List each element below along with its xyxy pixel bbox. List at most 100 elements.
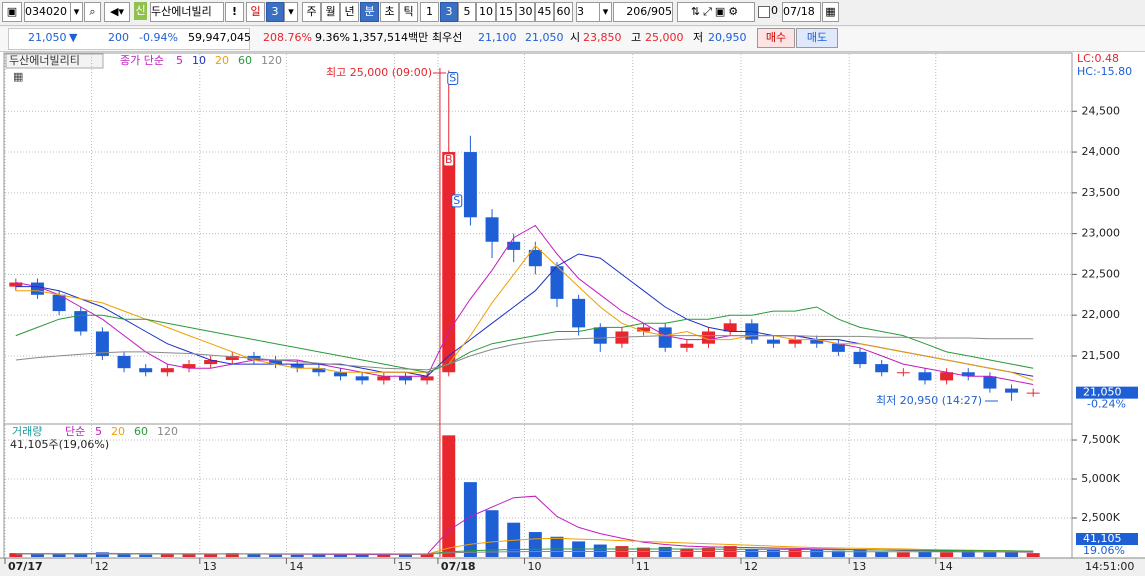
- legend-entry: 60: [134, 425, 148, 438]
- candle-body: [269, 360, 283, 365]
- volume-bar: [961, 550, 975, 557]
- volume-last-box: [1076, 533, 1138, 545]
- unit-btn[interactable]: 년: [340, 2, 359, 22]
- candle-body: [961, 372, 975, 377]
- candle-body: [810, 339, 824, 344]
- y-tick-label: 21,500: [1082, 349, 1121, 362]
- dropdown[interactable]: ▾: [70, 2, 83, 22]
- alert-btn[interactable]: !: [225, 2, 244, 22]
- dropdown[interactable]: ▾: [284, 2, 298, 22]
- calendar[interactable]: ▦: [822, 2, 839, 22]
- volume-bar: [52, 554, 66, 557]
- badge: 신: [134, 2, 147, 20]
- dropdown[interactable]: ▾: [599, 2, 612, 22]
- candle-body: [507, 241, 521, 250]
- unit-btn[interactable]: 초: [380, 2, 399, 22]
- unit-btn[interactable]: 주: [302, 2, 321, 22]
- candle-body: [766, 339, 780, 344]
- amount: 1,357,514백만: [352, 31, 429, 44]
- stock-name[interactable]: 두산에너빌리: [150, 2, 224, 22]
- date-input[interactable]: 07/18: [782, 2, 821, 22]
- volume-bar: [398, 554, 412, 557]
- unit-btn[interactable]: 월: [321, 2, 340, 22]
- ma-line: [15, 224, 1034, 385]
- annotation: 최저 20,950 (14:27): [876, 394, 982, 407]
- table-icon[interactable]: ▦: [13, 70, 23, 83]
- buy-btn[interactable]: 매수: [757, 28, 795, 48]
- count-input[interactable]: 3: [576, 2, 600, 22]
- candle-body: [463, 152, 477, 218]
- candle-body: [139, 368, 153, 373]
- legend-entry: 20: [215, 54, 229, 67]
- hc: HC:-15.80: [1077, 65, 1132, 78]
- candle-body: [398, 376, 412, 381]
- unit-btn[interactable]: 틱: [399, 2, 418, 22]
- search[interactable]: ⌕: [84, 2, 101, 22]
- candle-body: [875, 364, 889, 373]
- checkbox[interactable]: [758, 6, 770, 18]
- minute-btn[interactable]: 15: [496, 2, 516, 22]
- volume-bar: [766, 549, 780, 557]
- ask: 21,100: [478, 31, 517, 44]
- volume-bar: [225, 553, 239, 557]
- volume-bar: [485, 510, 499, 557]
- y-tick-label: 5,000K: [1081, 472, 1120, 485]
- volume-ratio: 208.76%: [263, 31, 312, 44]
- x-tick-label: 12: [95, 560, 109, 573]
- x-tick-label: 14: [289, 560, 303, 573]
- volume-bar: [334, 554, 348, 557]
- x-tick-label: 07/18: [441, 560, 476, 573]
- price: 21,050: [28, 31, 67, 44]
- volume-bar: [355, 554, 369, 557]
- volume-bar: [312, 554, 326, 557]
- sound[interactable]: ◀▾: [104, 2, 130, 22]
- volume-bar: [702, 547, 715, 557]
- minute-btn[interactable]: 1: [420, 2, 439, 22]
- quote-box: [8, 28, 250, 50]
- candle-body: [420, 376, 434, 381]
- chart: 두산에너빌리티 종가 단순 거래량 단순 41,105주(19,06%) LC:…: [0, 52, 1145, 576]
- volume-bar: [269, 554, 283, 557]
- quote-bar: 21,050 ▼ 200 -0.94% 59,947,045 208.76% 9…: [0, 27, 1145, 52]
- x-tick-label: 07/17: [8, 560, 43, 573]
- volume-bar: [810, 549, 824, 557]
- tool-icons[interactable]: ⇅⤢▣⚙: [677, 2, 755, 22]
- x-tick-label: 13: [203, 560, 217, 573]
- volume-bar: [1005, 552, 1019, 557]
- signal-label: S: [449, 71, 456, 84]
- sell-btn[interactable]: 매도: [796, 28, 838, 48]
- period-btn[interactable]: 일: [246, 2, 265, 22]
- last-price-box: [1076, 386, 1138, 399]
- ma-line: [15, 551, 1034, 555]
- candle-body: [918, 372, 932, 381]
- candle-body: [117, 355, 131, 369]
- legend-entry: 120: [157, 425, 178, 438]
- ma-line: [15, 306, 1034, 373]
- time-axis-bg: [0, 558, 1145, 576]
- y-tick-label: 2,500K: [1081, 511, 1120, 524]
- code-input[interactable]: 034020: [24, 2, 72, 22]
- volume-bar: [875, 551, 889, 557]
- volume-bar: [528, 532, 542, 557]
- high-label: 고: [631, 31, 642, 44]
- period-n[interactable]: 3: [266, 2, 284, 22]
- minute-btn[interactable]: 3: [440, 2, 458, 22]
- best-label: 최우선: [432, 31, 463, 44]
- candle-body: [680, 343, 694, 348]
- turnover: 9.36%: [315, 31, 350, 44]
- unit-btn[interactable]: 분: [360, 2, 379, 22]
- volume-bar: [204, 553, 218, 557]
- menu-icon[interactable]: ▣: [2, 2, 22, 22]
- signal-label: S: [453, 194, 460, 207]
- volume-bar: [745, 549, 759, 557]
- minute-btn[interactable]: 5: [458, 2, 476, 22]
- candle-body: [182, 364, 196, 369]
- lc: LC:0.48: [1077, 52, 1119, 65]
- minute-btn[interactable]: 10: [476, 2, 496, 22]
- y-tick-label: 22,500: [1082, 267, 1121, 280]
- x-tick-label: 14: [939, 560, 953, 573]
- minute-btn[interactable]: 30: [516, 2, 535, 22]
- minute-btn[interactable]: 45: [535, 2, 554, 22]
- minute-btn[interactable]: 60: [554, 2, 573, 22]
- volume-bar: [139, 554, 153, 557]
